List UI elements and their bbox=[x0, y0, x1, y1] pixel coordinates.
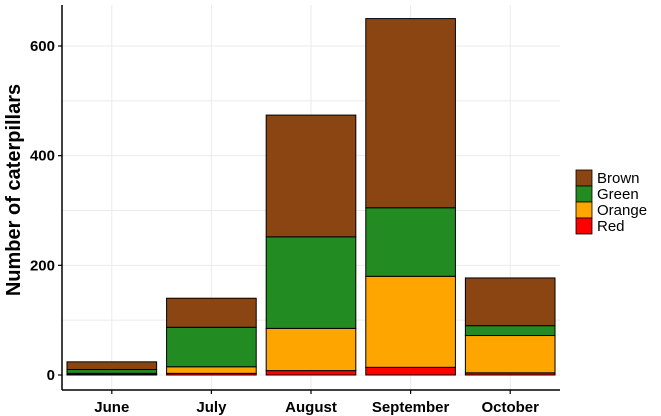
y-axis-label: Number of caterpillars bbox=[3, 84, 25, 296]
bar-july-green bbox=[166, 326, 257, 368]
bar-august-brown bbox=[265, 114, 357, 238]
bar-june-green bbox=[66, 369, 158, 374]
bar-june-brown bbox=[66, 361, 158, 371]
x-tick-label: September bbox=[372, 399, 450, 416]
y-tick-label: 400 bbox=[30, 148, 55, 165]
bar-september-red bbox=[365, 366, 456, 376]
x-tick-label: August bbox=[285, 399, 337, 416]
bar-october-brown bbox=[464, 277, 556, 327]
y-tick-label: 200 bbox=[30, 257, 55, 274]
y-tick-label: 600 bbox=[30, 38, 55, 55]
bar-september-orange bbox=[365, 275, 456, 368]
legend-key-green bbox=[575, 185, 593, 203]
legend-key-orange bbox=[575, 201, 593, 219]
x-tick-label: July bbox=[196, 399, 227, 416]
bar-september-green bbox=[365, 207, 456, 277]
legend-label-red: Red bbox=[597, 218, 625, 235]
bar-july-brown bbox=[166, 297, 257, 328]
legend-key-brown bbox=[575, 169, 593, 187]
bar-october-orange bbox=[464, 335, 556, 374]
y-tick-label: 0 bbox=[47, 367, 55, 384]
bar-august-orange bbox=[265, 327, 357, 372]
x-tick-label: October bbox=[481, 399, 539, 416]
axes: 0 200 400 600 June July August September October bbox=[30, 5, 560, 416]
legend-label-brown: Brown bbox=[597, 170, 640, 187]
bar-september-brown bbox=[365, 18, 456, 209]
legend-key-red bbox=[575, 217, 593, 235]
x-tick-label: June bbox=[94, 399, 129, 416]
bar-august-red bbox=[265, 370, 357, 376]
legend-label-green: Green bbox=[597, 186, 639, 203]
bar-august-green bbox=[265, 236, 357, 329]
bar-october-green bbox=[464, 325, 556, 337]
bar-july-orange bbox=[166, 366, 257, 374]
legend-label-orange: Orange bbox=[597, 202, 647, 219]
bars bbox=[66, 18, 556, 376]
